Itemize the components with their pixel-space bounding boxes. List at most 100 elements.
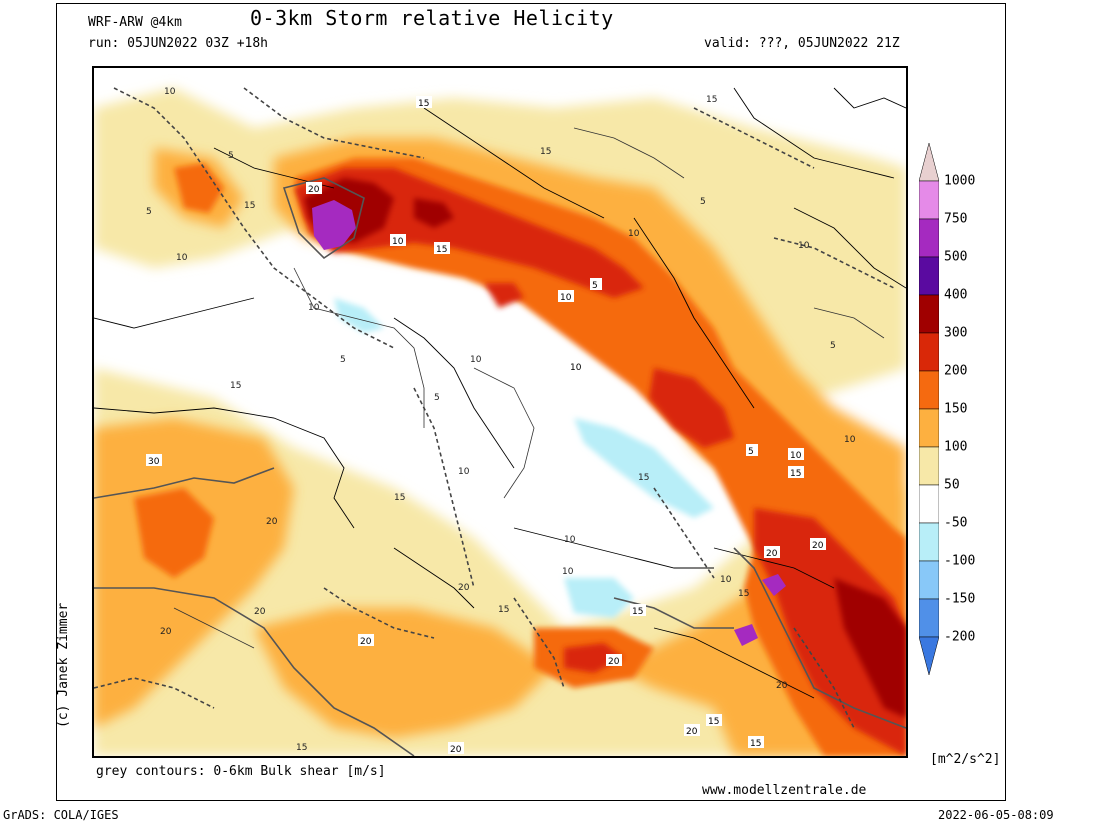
svg-text:10: 10 [844, 435, 856, 445]
colorbar-tick-label: -150 [944, 591, 976, 607]
svg-text:20: 20 [608, 657, 620, 667]
svg-text:15: 15 [230, 381, 241, 391]
colorbar-tick-label: 300 [944, 325, 968, 341]
contour-label: 15 [630, 604, 646, 617]
svg-text:20: 20 [686, 727, 698, 737]
colorbar-swatch [919, 522, 939, 562]
svg-text:20: 20 [812, 541, 824, 551]
contour-label: 10 [568, 360, 584, 373]
svg-text:10: 10 [720, 575, 732, 585]
contour-label: 5 [590, 278, 602, 291]
svg-text:5: 5 [228, 151, 234, 161]
svg-text:10: 10 [308, 303, 320, 313]
svg-text:10: 10 [392, 237, 404, 247]
colorbar-tick-label: -200 [944, 629, 976, 645]
thin-contours [173, 127, 885, 649]
colorbar-tick-label: 200 [944, 363, 968, 379]
svg-text:5: 5 [434, 393, 440, 403]
svg-text:10: 10 [562, 567, 574, 577]
colorbar-tick-label: 100 [944, 439, 968, 455]
colorbar-tick-label: 50 [944, 477, 960, 493]
colorbar-swatch [919, 294, 939, 334]
colorbar-bottom-arrow [919, 636, 939, 675]
contour-label: 20 [810, 538, 826, 551]
colorbar-swatch [919, 256, 939, 296]
svg-text:15: 15 [394, 493, 405, 503]
svg-text:20: 20 [458, 583, 470, 593]
colorbar-tick-label: 1000 [944, 173, 976, 189]
grads-label: GrADS: COLA/IGES [3, 808, 119, 822]
svg-text:10: 10 [176, 253, 188, 263]
svg-text:15: 15 [790, 469, 801, 479]
svg-text:10: 10 [790, 451, 802, 461]
timestamp-label: 2022-06-05-08:09 [938, 808, 1054, 822]
field-500 [312, 200, 786, 646]
svg-text:20: 20 [450, 745, 462, 755]
svg-text:10: 10 [164, 87, 176, 97]
svg-text:15: 15 [708, 717, 719, 727]
colorbar-swatch [919, 598, 939, 638]
svg-text:15: 15 [498, 605, 509, 615]
colorbar-tick-label: 750 [944, 211, 968, 227]
colorbar-swatch [919, 484, 939, 524]
contour-label: 20 [358, 634, 374, 647]
svg-text:15: 15 [706, 95, 717, 105]
colorbar-tick-label: 500 [944, 249, 968, 265]
contour-label: 10 [390, 234, 406, 247]
contour-label: 20 [306, 182, 322, 195]
svg-text:5: 5 [700, 197, 706, 207]
svg-text:20: 20 [776, 681, 788, 691]
svg-text:15: 15 [296, 743, 307, 753]
colorbar-tick-label: -100 [944, 553, 976, 569]
helicity-map: 20 10 15 15 10 5 10 5 10 15 20 20 30 20 … [92, 66, 908, 758]
svg-text:10: 10 [570, 363, 582, 373]
contour-label: 10 [558, 290, 574, 303]
colorbar-swatch [919, 180, 939, 220]
svg-text:15: 15 [638, 473, 649, 483]
svg-text:20: 20 [766, 549, 778, 559]
svg-text:20: 20 [254, 607, 266, 617]
colorbar-tick-label: 400 [944, 287, 968, 303]
contour-labels-plain: 10 5 5 15 10 10 15 5 5 10 10 20 15 20 20… [146, 87, 856, 753]
map-title: 0-3km Storm relative Helicity [250, 6, 614, 30]
colorbar [919, 143, 939, 675]
map-canvas: 20 10 15 15 10 5 10 5 10 15 20 20 30 20 … [94, 68, 906, 756]
model-label: WRF-ARW @4km [88, 15, 182, 30]
shear-contours-dashed [94, 87, 895, 729]
svg-text:30: 30 [148, 457, 160, 467]
contour-labels: 20 10 15 15 10 5 10 5 10 15 20 20 30 20 … [146, 96, 826, 755]
svg-text:5: 5 [830, 341, 836, 351]
contour-label: 20 [684, 724, 700, 737]
svg-text:10: 10 [798, 241, 810, 251]
colorbar-swatch [919, 446, 939, 486]
valid-label: valid: ???, 05JUN2022 21Z [704, 36, 900, 51]
svg-text:10: 10 [560, 293, 572, 303]
contour-label: 5 [746, 444, 758, 457]
colorbar-swatch [919, 370, 939, 410]
svg-text:20: 20 [160, 627, 172, 637]
contour-label: 20 [606, 654, 622, 667]
contour-label: 20 [764, 546, 780, 559]
svg-text:15: 15 [244, 201, 255, 211]
svg-text:15: 15 [436, 245, 447, 255]
colorbar-tick-label: 150 [944, 401, 968, 417]
field-negative [334, 298, 714, 618]
svg-text:5: 5 [340, 355, 346, 365]
svg-text:15: 15 [418, 99, 429, 109]
svg-text:5: 5 [592, 281, 598, 291]
svg-text:20: 20 [266, 517, 278, 527]
colorbar-swatch [919, 332, 939, 372]
website-label: www.modellzentrale.de [702, 783, 867, 798]
svg-text:15: 15 [750, 739, 761, 749]
contour-label: 15 [748, 736, 764, 749]
colorbar-swatch [919, 408, 939, 448]
contour-caption: grey contours: 0-6km Bulk shear [m/s] [96, 764, 386, 779]
contour-label: 10 [788, 448, 804, 461]
run-label: run: 05JUN2022 03Z +18h [88, 36, 269, 51]
colorbar-swatch [919, 560, 939, 600]
svg-text:10: 10 [628, 229, 640, 239]
svg-text:5: 5 [146, 207, 152, 217]
svg-text:20: 20 [360, 637, 372, 647]
units-label: [m^2/s^2] [930, 752, 1001, 767]
contour-label: 15 [706, 714, 722, 727]
